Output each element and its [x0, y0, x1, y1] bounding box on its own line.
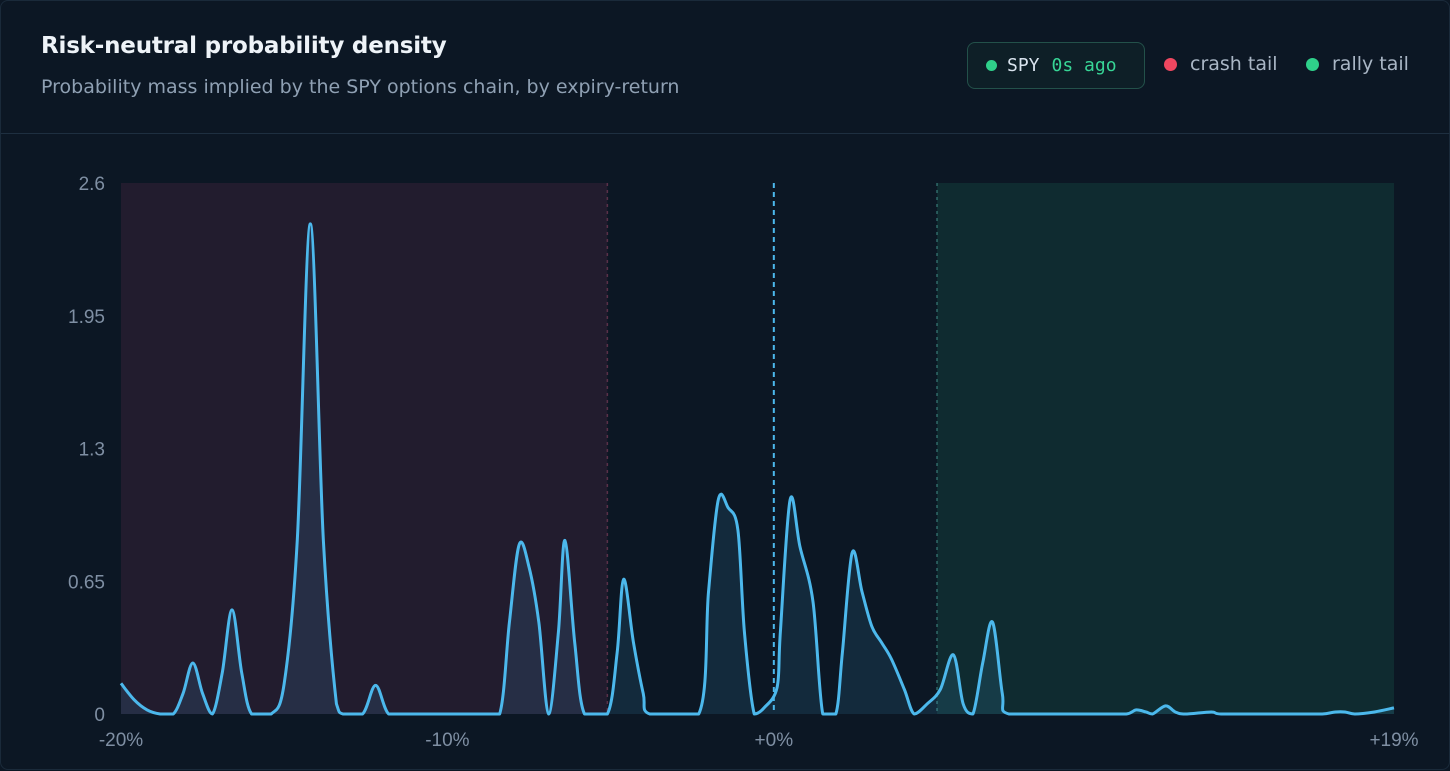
rally-tail-zone	[937, 183, 1394, 714]
legend-crash-tail[interactable]: crash tail	[1164, 53, 1278, 75]
y-tick-label: 1.3	[79, 440, 105, 461]
crash-tail-zone	[121, 183, 608, 714]
y-tick-label: 2.6	[79, 174, 105, 195]
live-status-pill[interactable]: SPY 0s ago	[967, 42, 1145, 89]
y-tick-label: 1.95	[68, 307, 105, 328]
card-header: Risk-neutral probability density Probabi…	[1, 1, 1450, 134]
live-age: 0s ago	[1051, 55, 1117, 76]
density-line	[119, 222, 1395, 716]
y-tick-label: 0	[94, 705, 105, 726]
legend-rally-tail[interactable]: rally tail	[1306, 53, 1409, 75]
x-tick-label: -20%	[99, 730, 143, 751]
live-status-dot-icon	[986, 60, 997, 71]
chart-subtitle: Probability mass implied by the SPY opti…	[41, 76, 680, 98]
x-tick-label: +19%	[1369, 730, 1418, 751]
chart-title: Risk-neutral probability density	[41, 33, 447, 59]
legend-crash-label: crash tail	[1190, 53, 1278, 75]
x-tick-label: +0%	[755, 730, 794, 751]
crash-dot-icon	[1164, 57, 1177, 71]
x-tick-label: -10%	[425, 730, 469, 751]
live-ticker: SPY	[1007, 55, 1040, 76]
density-chart: 0 0.65 1.3 1.95 2.6 -20% -10% +0% +19%	[68, 174, 1419, 751]
y-tick-label: 0.65	[68, 572, 105, 593]
rally-dot-icon	[1306, 57, 1319, 71]
legend-rally-label: rally tail	[1332, 53, 1409, 75]
